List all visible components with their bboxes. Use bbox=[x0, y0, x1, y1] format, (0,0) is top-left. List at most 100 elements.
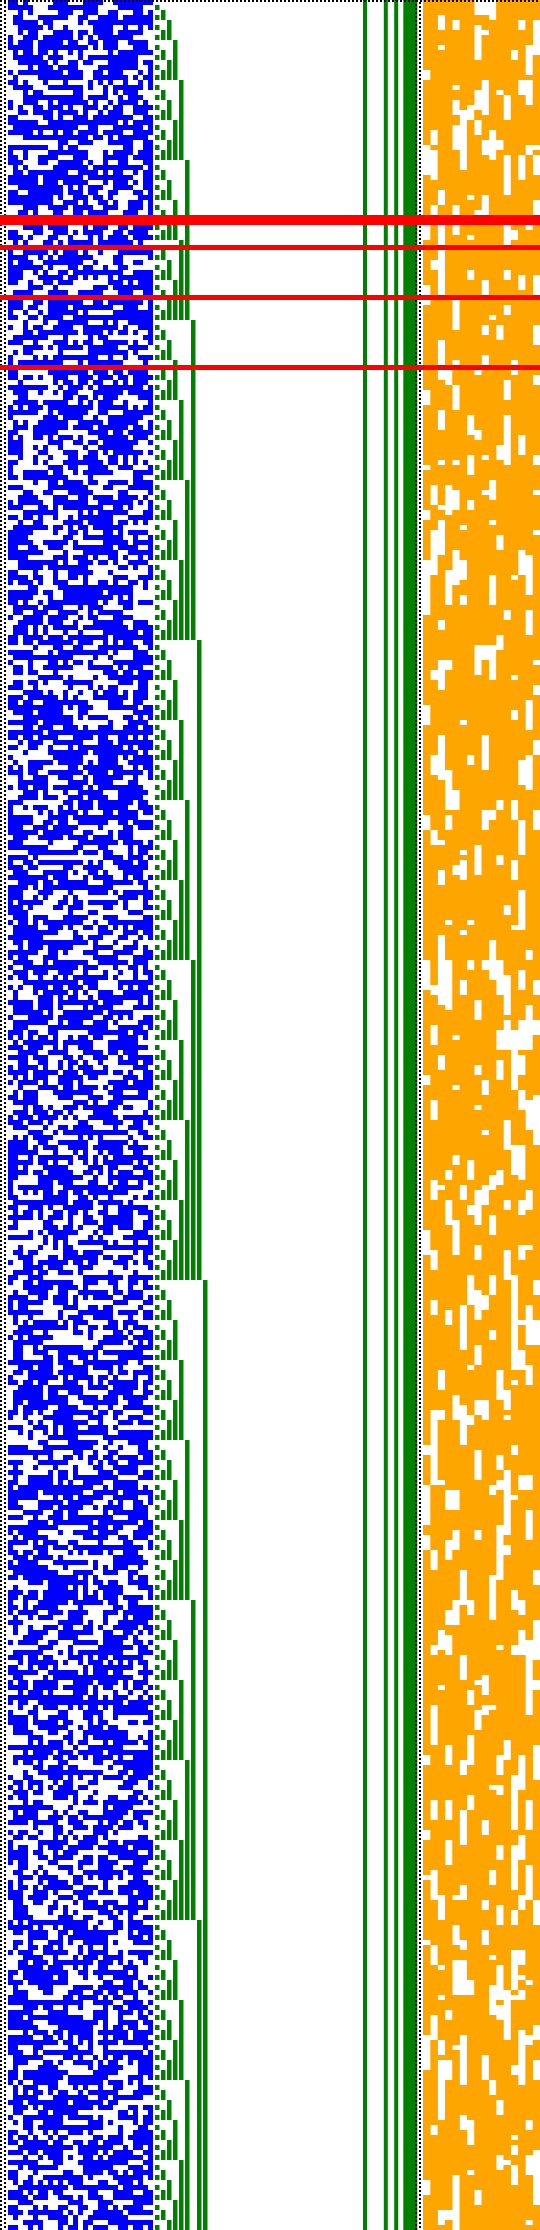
blue-cell bbox=[83, 115, 88, 120]
blue-cell bbox=[83, 535, 88, 540]
blue-cell bbox=[58, 205, 63, 210]
blue-cell bbox=[18, 1540, 23, 1545]
blue-cell bbox=[128, 1295, 143, 1300]
blue-cell bbox=[88, 510, 93, 515]
blue-cell bbox=[93, 1275, 98, 1280]
blue-cell bbox=[73, 2085, 78, 2090]
blue-cell bbox=[113, 1640, 123, 1645]
blue-cell bbox=[83, 1155, 88, 1160]
blue-cell bbox=[78, 360, 83, 365]
blue-cell bbox=[33, 1805, 38, 1810]
blue-cell bbox=[133, 775, 138, 780]
blue-cell bbox=[83, 555, 88, 560]
blue-cell bbox=[8, 595, 13, 600]
blue-cell bbox=[118, 1960, 123, 1965]
blue-cell bbox=[93, 1095, 103, 1100]
blue-cell bbox=[108, 2060, 113, 2065]
blue-cell bbox=[13, 915, 28, 920]
blue-cell bbox=[128, 550, 138, 555]
blue-cell bbox=[43, 1240, 48, 1245]
blue-cell bbox=[118, 65, 123, 70]
blue-cell bbox=[128, 1870, 133, 1875]
blue-cell bbox=[43, 1705, 53, 1710]
blue-cell bbox=[18, 560, 28, 565]
blue-cell bbox=[128, 1540, 133, 1545]
blue-cell bbox=[28, 590, 33, 595]
blue-cell bbox=[18, 1990, 23, 1995]
blue-cell bbox=[133, 1640, 143, 1645]
blue-cell bbox=[68, 1960, 93, 1965]
blue-cell bbox=[128, 2025, 133, 2030]
blue-cell bbox=[113, 1985, 118, 1990]
blue-cell bbox=[33, 1935, 38, 1940]
blue-cell bbox=[73, 1390, 83, 1395]
blue-cell bbox=[28, 145, 33, 150]
blue-cell bbox=[48, 1370, 53, 1375]
blue-cell bbox=[113, 1580, 118, 1585]
blue-cell bbox=[118, 1310, 123, 1315]
blue-cell bbox=[38, 1820, 43, 1825]
blue-cell bbox=[148, 975, 153, 980]
blue-cell bbox=[23, 1600, 28, 1605]
blue-cell bbox=[78, 1145, 88, 1150]
blue-cell bbox=[138, 805, 143, 810]
blue-cell bbox=[83, 1060, 88, 1065]
blue-cell bbox=[28, 2005, 38, 2010]
blue-cell bbox=[48, 1260, 53, 1265]
blue-cell bbox=[13, 1045, 23, 1050]
blue-cell bbox=[8, 825, 23, 830]
blue-cell bbox=[128, 1355, 133, 1360]
blue-cell bbox=[128, 165, 138, 170]
blue-cell bbox=[78, 805, 83, 810]
blue-cell bbox=[143, 880, 148, 885]
blue-cell bbox=[138, 1360, 143, 1365]
blue-cell bbox=[108, 375, 113, 380]
blue-cell bbox=[28, 1270, 33, 1275]
blue-cell bbox=[8, 250, 13, 255]
blue-cell bbox=[43, 1535, 48, 1540]
blue-cell bbox=[148, 1000, 153, 1005]
blue-cell bbox=[108, 1580, 113, 1585]
blue-cell bbox=[23, 1210, 28, 1215]
blue-cell bbox=[33, 455, 38, 460]
blue-cell bbox=[33, 525, 38, 530]
blue-cell bbox=[8, 830, 28, 835]
blue-cell bbox=[93, 300, 98, 305]
blue-cell bbox=[33, 1320, 48, 1325]
blue-cell bbox=[98, 875, 113, 880]
blue-cell bbox=[83, 10, 88, 15]
blue-cell bbox=[128, 485, 143, 490]
blue-cell bbox=[28, 1235, 33, 1240]
blue-cell bbox=[48, 1715, 63, 1720]
blue-cell bbox=[13, 1110, 18, 1115]
blue-cell bbox=[103, 375, 108, 380]
blue-cell bbox=[93, 450, 98, 455]
blue-cell bbox=[33, 645, 38, 650]
blue-cell bbox=[13, 1310, 33, 1315]
blue-cell bbox=[133, 1700, 138, 1705]
blue-cell bbox=[38, 1390, 43, 1395]
blue-cell bbox=[18, 740, 23, 745]
blue-cell bbox=[33, 1465, 38, 1470]
blue-cell bbox=[143, 810, 153, 815]
blue-cell bbox=[98, 330, 103, 335]
blue-cell bbox=[68, 1805, 73, 1810]
blue-cell bbox=[68, 640, 73, 645]
blue-cell bbox=[88, 640, 93, 645]
blue-cell bbox=[93, 620, 103, 625]
blue-cell bbox=[103, 695, 108, 700]
blue-cell bbox=[138, 935, 143, 940]
blue-cell bbox=[73, 960, 88, 965]
blue-cell bbox=[103, 165, 108, 170]
blue-cell bbox=[73, 1350, 88, 1355]
blue-cell bbox=[48, 690, 53, 695]
blue-cell bbox=[113, 440, 118, 445]
blue-cell bbox=[78, 1695, 83, 1700]
blue-cell bbox=[88, 360, 93, 365]
blue-cell bbox=[83, 2115, 88, 2120]
blue-cell bbox=[128, 800, 133, 805]
blue-cell bbox=[43, 655, 53, 660]
blue-cell bbox=[123, 1510, 128, 1515]
blue-cell bbox=[38, 1600, 68, 1605]
blue-cell bbox=[13, 1370, 18, 1375]
